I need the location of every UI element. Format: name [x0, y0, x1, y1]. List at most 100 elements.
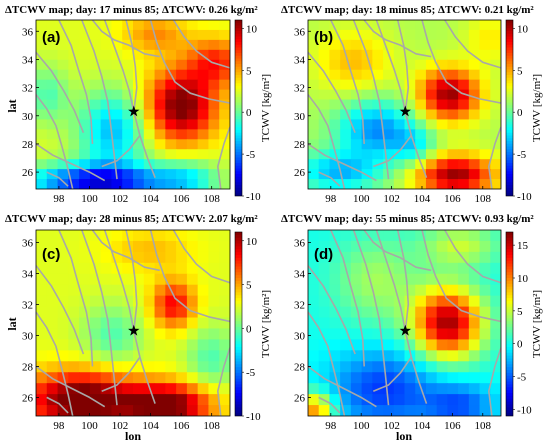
colorbar-segment	[235, 25, 242, 29]
colorbar-segment	[235, 249, 242, 253]
heatmap-cell	[361, 240, 373, 253]
colorbar-segment	[235, 257, 242, 262]
heatmap-cell	[393, 240, 406, 253]
heatmap-cell	[308, 109, 320, 121]
heatmap-cell	[165, 251, 177, 264]
heatmap-cell	[89, 179, 102, 189]
colorbar-segment	[235, 263, 242, 268]
heatmap-cell	[154, 139, 166, 150]
heatmap-cell	[383, 59, 395, 71]
heatmap-cell	[219, 273, 230, 286]
heatmap-cell	[383, 20, 395, 31]
heatmap-cell	[143, 119, 156, 130]
colorbar-segment	[506, 50, 513, 54]
heatmap-cell	[68, 306, 80, 319]
heatmap-cell	[361, 350, 373, 362]
heatmap-cell	[329, 119, 341, 130]
colorbar-segment	[235, 187, 242, 191]
colorbar-segment	[235, 413, 242, 416]
colorbar-segment	[235, 303, 242, 308]
colorbar-segment	[506, 39, 513, 43]
heatmap-cell	[425, 372, 438, 384]
heatmap-cell	[479, 139, 491, 150]
colorbar-segment	[235, 252, 242, 256]
heatmap-cell	[372, 394, 384, 406]
heatmap-cell	[143, 179, 156, 189]
heatmap-cell	[415, 109, 427, 121]
heatmap-cell	[133, 350, 145, 362]
heatmap-cell	[68, 405, 80, 416]
heatmap-cell	[308, 394, 320, 406]
heatmap-cell	[350, 383, 363, 395]
heatmap-cell	[425, 230, 438, 242]
heatmap-cell	[468, 79, 481, 91]
y-tick-label: 34	[22, 268, 34, 280]
river-line	[488, 347, 501, 416]
colorbar-segment	[235, 367, 242, 371]
heatmap-cell	[350, 328, 363, 341]
colorbar-segment	[235, 240, 242, 245]
colorbar-segment	[235, 143, 242, 147]
heatmap-cell	[490, 317, 501, 330]
heatmap-cell	[318, 339, 331, 351]
heatmap-cell	[479, 306, 491, 319]
heatmap-cell	[154, 350, 166, 362]
heatmap-cell	[425, 89, 438, 101]
heatmap-cell	[350, 295, 363, 308]
heatmap-cell	[436, 230, 448, 242]
heatmap-cell	[393, 59, 406, 71]
heatmap-cell	[490, 129, 501, 140]
colorbar-label: TCWV [kg/m²]	[260, 290, 272, 358]
heatmap-cell	[404, 317, 416, 330]
river-line	[352, 230, 390, 406]
heatmap-cell	[46, 262, 59, 275]
heatmap-cell	[79, 69, 91, 81]
heatmap-cell	[143, 109, 156, 121]
river-line	[149, 230, 230, 323]
colorbar-segment	[506, 364, 513, 368]
colorbar-segment	[506, 260, 513, 265]
heatmap-cell	[133, 262, 145, 275]
heatmap-cell	[372, 99, 384, 111]
heatmap-cell	[46, 273, 59, 286]
heatmap-cell	[340, 89, 352, 101]
colorbar-segment	[235, 33, 242, 37]
heatmap-cell	[436, 273, 448, 286]
colorbar-segment	[235, 364, 242, 368]
heatmap-cell	[436, 383, 448, 395]
heatmap-cell	[308, 39, 320, 51]
heatmap-cell	[89, 328, 102, 341]
colorbar-segment	[506, 249, 513, 253]
heatmap-cell	[458, 89, 470, 101]
heatmap-cell	[197, 79, 210, 91]
heatmap-cell	[68, 169, 80, 180]
heatmap-cell	[143, 69, 156, 81]
heatmap-cell	[350, 149, 363, 160]
heatmap-cell	[415, 89, 427, 101]
heatmap-cell	[46, 328, 59, 341]
colorbar-segment	[235, 335, 242, 339]
heatmap-cell	[393, 372, 406, 384]
heatmap-cell	[36, 109, 48, 121]
heatmap-cell	[329, 139, 341, 150]
heatmap-cell	[219, 49, 230, 61]
heatmap-cell	[219, 129, 230, 140]
heatmap-cell	[404, 372, 416, 384]
heatmap-cell	[197, 284, 210, 297]
heatmap-cell	[404, 262, 416, 275]
heatmap-cell	[154, 89, 166, 101]
panel-title: ΔTCWV map; day: 18 minus 85; ΔTCWV: 0.21…	[281, 4, 534, 16]
colorbar-segment	[506, 138, 513, 142]
heatmap-cell	[350, 69, 363, 81]
heatmap-cell	[133, 295, 145, 308]
heatmap-cell	[361, 99, 373, 111]
heatmap-cell	[154, 383, 166, 395]
heatmap-cell	[361, 20, 373, 31]
heatmap-cell	[154, 230, 166, 242]
heatmap-cell	[133, 169, 145, 180]
heatmap-cell	[122, 139, 134, 150]
heatmap-cell	[89, 159, 102, 170]
heatmap-cell	[458, 39, 470, 51]
heatmap-cell	[68, 361, 80, 373]
